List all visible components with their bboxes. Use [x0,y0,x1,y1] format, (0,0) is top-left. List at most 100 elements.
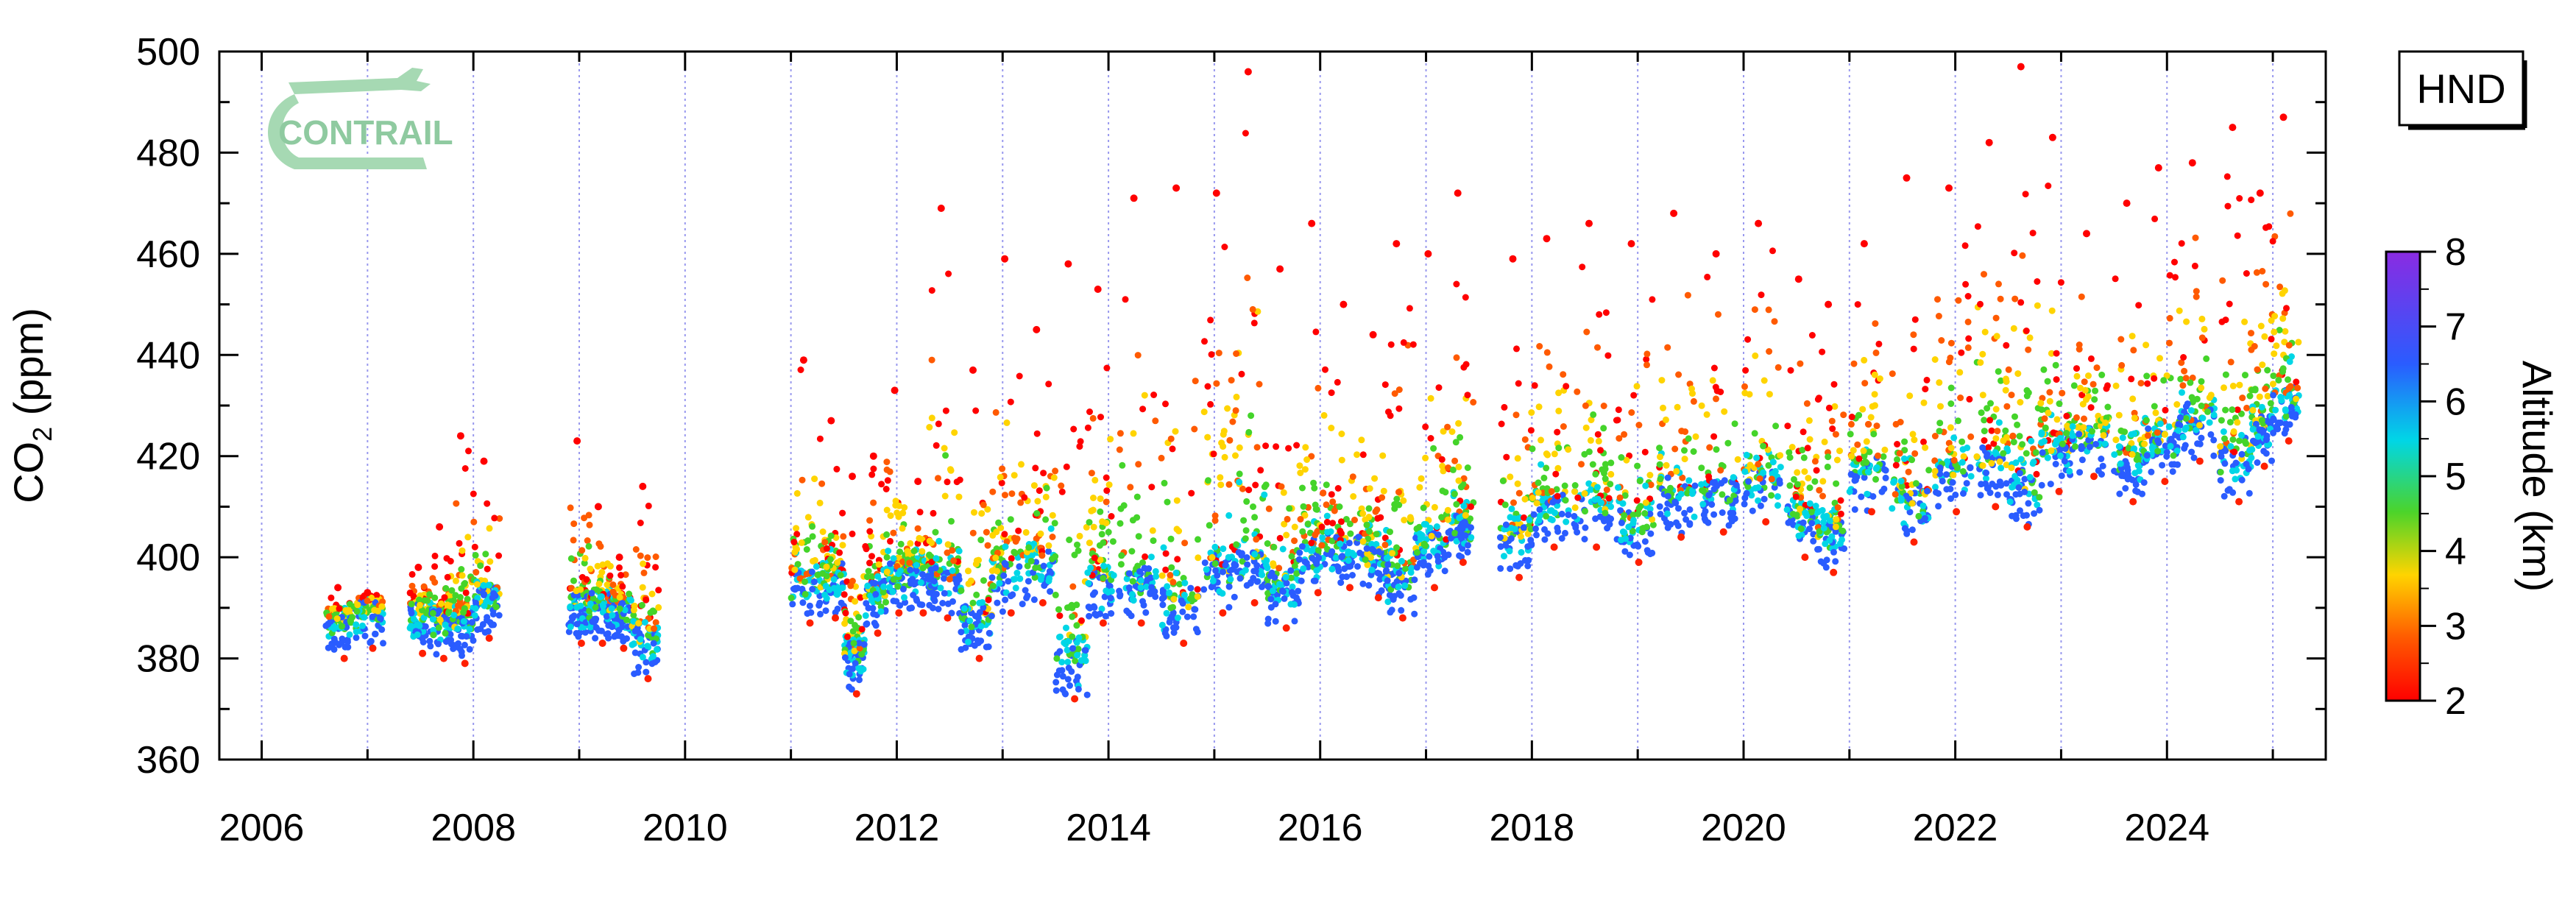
data-point [588,590,595,597]
data-point [930,592,937,599]
data-point [1947,339,1955,347]
data-point [2256,393,2263,400]
data-point [871,580,879,587]
data-point [460,618,467,625]
data-point [2248,386,2256,394]
data-point [2102,420,2109,426]
data-point [1540,489,1547,497]
data-point [2248,454,2255,461]
data-point [1150,537,1157,545]
data-point [1422,454,1429,461]
data-point [913,562,920,569]
data-point [1164,583,1171,590]
data-point [1924,487,1931,495]
data-point [1664,510,1671,517]
data-point [1681,456,1688,463]
data-point [1207,316,1214,324]
data-point [1520,524,1527,531]
data-point [1863,438,1870,445]
data-point [930,509,937,517]
data-point [1705,492,1713,499]
data-point [1222,562,1229,569]
data-point [630,612,637,619]
data-point [491,514,498,522]
data-point [1445,551,1452,559]
data-point [1381,541,1389,548]
data-point [1943,471,1950,478]
data-point [1973,453,1981,460]
data-point [1250,503,1256,510]
data-point [849,628,857,635]
data-point [608,605,615,612]
data-point [2161,431,2168,438]
data-point [1455,477,1462,484]
data-point [1412,534,1420,542]
data-point [1430,445,1437,452]
data-point [2083,396,2090,403]
data-point [2104,382,2111,389]
data-point [1601,470,1607,477]
data-point [839,584,846,592]
data-point [890,576,897,583]
data-point [1934,296,1941,303]
data-point [1593,484,1601,491]
campaign-points [1846,63,2302,546]
data-point [2016,433,2023,440]
data-point [1752,352,1759,359]
data-point [1098,531,1105,538]
data-point [1376,548,1382,555]
data-point [2019,252,2026,259]
data-point [1295,556,1303,563]
data-point [1400,339,1407,346]
data-point [1091,554,1098,562]
data-point [2239,394,2246,402]
data-point [1349,473,1356,481]
data-point [1076,532,1083,539]
data-point [484,614,491,621]
data-point [1806,500,1814,507]
data-point [1301,466,1309,473]
data-point [1816,486,1823,494]
data-point [2003,342,2010,349]
data-point [1281,595,1288,602]
data-point [1170,578,1177,586]
data-point [875,561,882,568]
data-point [1607,515,1615,523]
data-point [2057,279,2064,286]
data-point [430,631,437,639]
data-point [1977,492,1984,499]
data-point [2073,414,2080,421]
data-point [848,686,855,693]
data-point [2025,346,2032,353]
data-point [1582,508,1588,515]
data-point [1244,275,1251,281]
data-point [2256,426,2263,434]
data-point [937,205,945,212]
data-point [1225,604,1233,611]
data-point [338,639,345,646]
data-point [994,567,1001,575]
data-point [1958,438,1966,445]
data-point [1071,695,1079,703]
data-point [919,565,927,572]
data-point [1420,504,1427,512]
data-point [1221,453,1228,461]
data-point [2128,375,2135,383]
data-point [1291,537,1298,545]
data-point [645,631,652,639]
data-point [1603,486,1610,493]
data-point [1282,624,1290,632]
data-point [2090,381,2097,388]
data-point [1769,459,1777,466]
data-point [1292,594,1300,601]
data-point [1882,467,1889,474]
data-point [1238,370,1245,378]
data-point [1673,467,1680,475]
data-point [2143,452,2151,459]
data-point [858,626,866,633]
data-point [1470,399,1477,406]
data-point [1243,554,1250,561]
data-point [1543,349,1551,356]
data-point [1955,417,1961,425]
data-point [623,616,630,623]
